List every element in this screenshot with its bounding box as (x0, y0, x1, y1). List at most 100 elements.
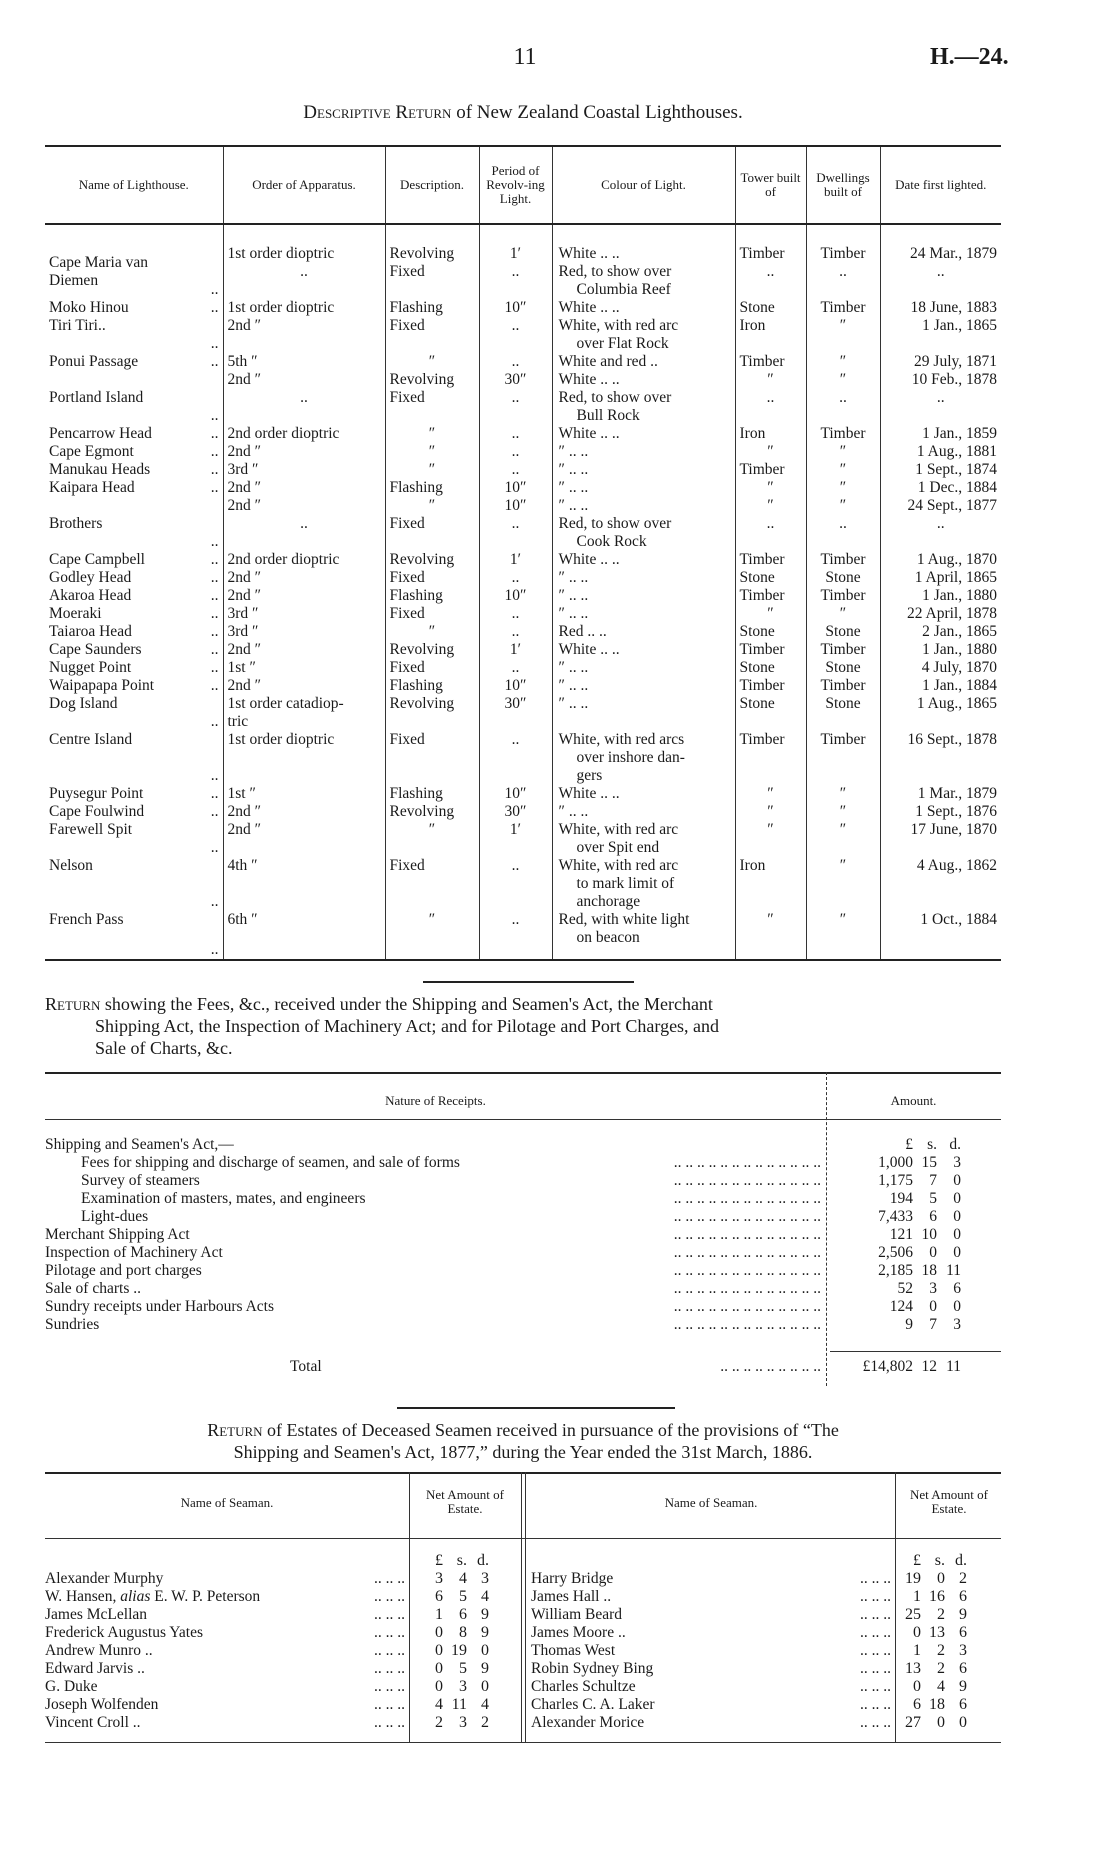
amount-pounds: 1,000 (878, 1154, 913, 1171)
amount: 194 5 0 (835, 1190, 995, 1208)
seamen-title: Return of Estates of Deceased Seamen rec… (45, 1419, 1001, 1463)
header-amount: Amount. (890, 1093, 937, 1108)
colour-text: Red, to show over Bull Rock (558, 389, 672, 424)
table-row: Nugget Point1st ″Fixed.. ″ .. .. StoneSton… (45, 659, 1001, 677)
amount-pounds: 3 (435, 1570, 443, 1587)
leader-dots: .. .. .. (860, 1624, 891, 1641)
colour-of-light: ″ .. .. (551, 497, 735, 515)
amount-pounds: 2,185 (878, 1262, 913, 1279)
colour-of-light: ″ .. .. (551, 659, 735, 677)
seaman-row (45, 1552, 405, 1570)
lighthouse-name: Godley Head (45, 569, 223, 587)
colour-of-light: White, with red arc over Spit end (551, 821, 735, 857)
colour-text: ″ .. .. (558, 659, 589, 676)
period: .. (478, 263, 552, 299)
lighthouse-name: Akaroa Head (45, 587, 223, 605)
amount-pence: d. (955, 1552, 967, 1569)
seaman-name: Charles C. A. Laker (531, 1696, 659, 1714)
colour-of-light: Red, to show over Cook Rock (551, 515, 735, 551)
amount: 13 2 6 (895, 1660, 967, 1678)
description: Flashing (384, 479, 479, 497)
description: ″ (384, 911, 479, 961)
amount-shillings: 10 (921, 1226, 938, 1243)
alias-word: alias (120, 1588, 151, 1605)
order-of-apparatus: 1st ″ (222, 785, 385, 803)
colour-of-light: ″ .. .. (551, 569, 735, 587)
tower-built-of: ″ (734, 371, 806, 389)
amount-pence: 6 (959, 1660, 967, 1677)
tower-built-of: Timber (734, 224, 806, 263)
order-of-apparatus: 2nd order dioptric (222, 425, 385, 443)
section-divider (423, 981, 634, 983)
colour-text: ″ .. .. (558, 479, 589, 496)
seaman-name: Joseph Wolfenden (45, 1696, 163, 1714)
amount-shillings: 6 (459, 1606, 467, 1623)
amount-pounds: 27 (905, 1714, 921, 1731)
date-first-lighted: 1 Jan., 1880 (879, 587, 1001, 605)
seaman-row: .. .. .. Thomas West (531, 1642, 891, 1660)
colour-text: ″ .. .. (558, 605, 589, 622)
amount-pounds: 4 (435, 1696, 443, 1713)
amount-shillings: 13 (929, 1624, 945, 1641)
tower-built-of: Stone (734, 623, 806, 641)
receipt-label: Sundries (45, 1316, 104, 1334)
amount: 25 2 9 (895, 1606, 967, 1624)
table-row: Cape Egmont2nd ″″..″ .. ..″″1 Aug., 1881 (45, 443, 1001, 461)
lighthouse-name: French Pass (45, 911, 223, 961)
amount-pence: 9 (481, 1624, 489, 1641)
tower-built-of: Timber (734, 641, 806, 659)
period: .. (478, 623, 552, 641)
receipt-label: Merchant Shipping Act (45, 1226, 194, 1244)
amount: 1,175 7 0 (835, 1172, 995, 1190)
header-amount-left: Net Amount of Estate. (426, 1487, 504, 1516)
date-first-lighted: .. (879, 515, 1001, 551)
leader-dots: .. .. .. (860, 1606, 891, 1623)
header-name-left: Name of Seaman. (180, 1495, 274, 1510)
fees-row: .. .. .. .. .. .. .. .. .. .. .. .. .. Me… (45, 1226, 1001, 1244)
amount-shillings: 12 (921, 1358, 938, 1375)
amount-pounds: 2,506 (878, 1244, 913, 1261)
tower-built-of: ″ (734, 803, 806, 821)
seaman-row: .. .. .. Andrew Munro .. (45, 1642, 405, 1660)
period: .. (478, 911, 552, 961)
tower-built-of: Timber (734, 353, 806, 371)
order-of-apparatus: 1st order dioptric (222, 299, 385, 317)
colour-text: Red, to show over Cook Rock (558, 515, 672, 550)
date-first-lighted: 22 April, 1878 (879, 605, 1001, 623)
dwellings-built-of: ″ (805, 371, 880, 389)
period: 30″ (478, 803, 552, 821)
description: ″ (384, 821, 479, 857)
amount-pounds: 0 (913, 1678, 921, 1695)
total-label: Total (290, 1358, 326, 1376)
table-row: .. Fixed.. Red, to show over Columbia Reef… (45, 263, 1001, 299)
amount-pence: 0 (953, 1244, 961, 1261)
amount-pounds: 0 (435, 1624, 443, 1641)
amount-pounds: £14,802 (862, 1358, 913, 1375)
period: 1′ (478, 821, 552, 857)
seamen-table: Name of Seaman. Net Amount of Estate. Na… (45, 1472, 1001, 1743)
receipt-label: Inspection of Machinery Act (45, 1244, 227, 1262)
colour-text: Red, with white light on beacon (558, 911, 690, 946)
date-first-lighted: 1 Sept., 1876 (879, 803, 1001, 821)
period: .. (478, 425, 552, 443)
period: .. (478, 461, 552, 479)
seaman-name: James Moore .. (531, 1624, 630, 1642)
amount-shillings: 18 (929, 1696, 945, 1713)
description: Fixed (384, 263, 479, 299)
description: Flashing (384, 677, 479, 695)
order-of-apparatus: 2nd ″ (222, 443, 385, 461)
lighthouse-name: Moeraki (45, 605, 223, 623)
amount-pence: 3 (953, 1154, 961, 1171)
colour-text: ″ .. .. (558, 803, 589, 820)
colour-text: White .. .. (558, 785, 620, 802)
seaman-row: .. .. .. William Beard (531, 1606, 891, 1624)
amount-pence: 4 (481, 1696, 489, 1713)
period: .. (478, 569, 552, 587)
colour-of-light: ″ .. .. (551, 677, 735, 695)
lighthouse-name: Manukau Heads (45, 461, 223, 479)
order-of-apparatus: 2nd ″ (222, 803, 385, 821)
tower-built-of: Iron (734, 857, 806, 911)
